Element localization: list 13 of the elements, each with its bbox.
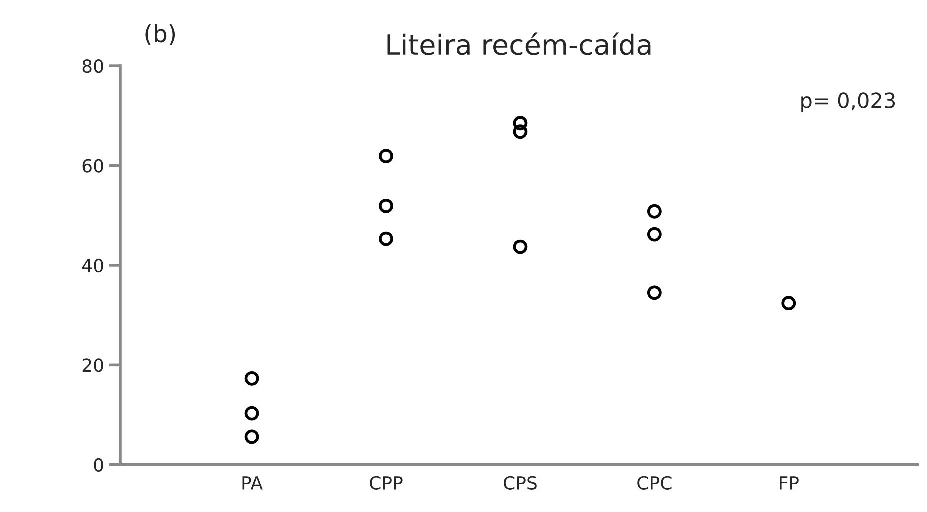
- annotation: p= 0,023: [802, 92, 896, 112]
- text: (b): [146, 24, 176, 46]
- x-tick-label: CPS: [504, 476, 537, 490]
- x-tick-label: PA: [242, 476, 263, 490]
- x-tick-label: CPC: [638, 476, 672, 490]
- y-tick-label: 0: [94, 458, 104, 472]
- y-tick-label: 40: [82, 258, 104, 273]
- x-tick-label: CPP: [370, 476, 403, 490]
- y-tick-label: 80: [82, 60, 104, 74]
- x-tick-label: FP: [780, 476, 799, 490]
- chart-title: Liteira recém-caída: [388, 32, 651, 56]
- y-tick-label: 60: [82, 159, 104, 173]
- y-tick-label: 20: [82, 358, 104, 372]
